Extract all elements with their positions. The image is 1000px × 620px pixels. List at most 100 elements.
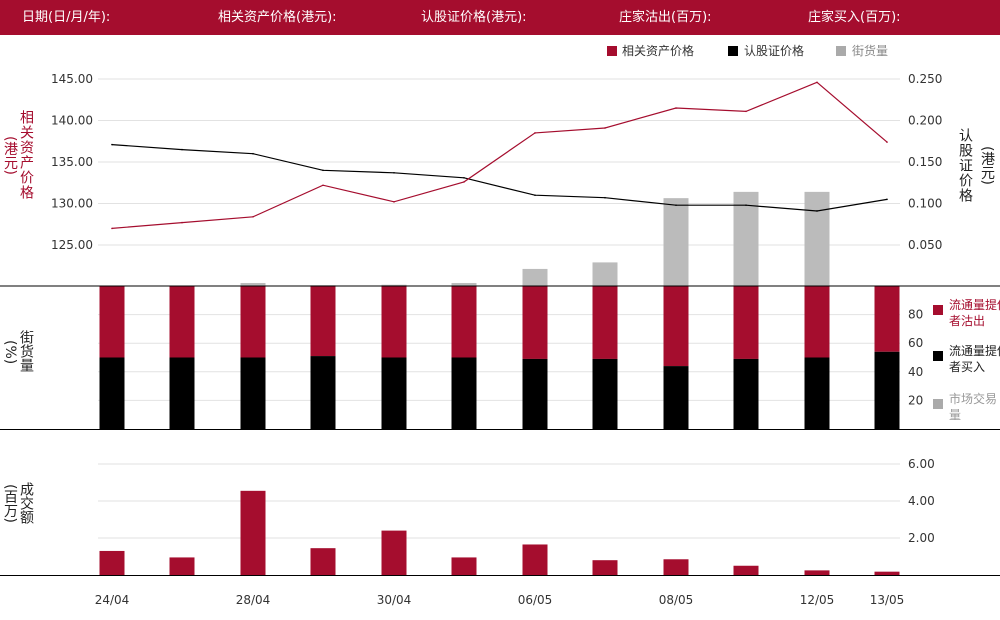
mm-out-bar xyxy=(592,286,618,359)
mm-in-bar xyxy=(663,366,689,429)
x-tick-label: 13/05 xyxy=(870,593,905,607)
mm-out-bar xyxy=(169,286,195,358)
turnover-bar xyxy=(804,570,830,575)
turnover-bar xyxy=(733,565,759,575)
turnover-bar xyxy=(99,550,125,575)
warrant-price-point xyxy=(252,152,254,155)
bottom-tick-label: 4.00 xyxy=(908,494,935,508)
turnover-bar xyxy=(592,560,618,575)
panel-separators xyxy=(0,285,1000,576)
underlying-price-point xyxy=(463,181,465,183)
bottom-tick-label: 6.00 xyxy=(908,457,935,471)
underlying-price-point xyxy=(322,184,324,187)
turnover-bar xyxy=(451,557,477,575)
mid-axis-title-text: 街货量 xyxy=(18,330,34,372)
mm-in-bar xyxy=(522,358,548,429)
outstanding-bar xyxy=(663,198,689,286)
mm-in-bar xyxy=(451,357,477,429)
legend-underlying-swatch xyxy=(607,46,617,56)
warrant-price-point xyxy=(393,171,395,174)
warrant-price-point xyxy=(745,204,747,206)
mid-tick-label: 80 xyxy=(908,308,923,322)
mid-tick-label: 40 xyxy=(908,365,923,379)
x-tick-label: 28/04 xyxy=(236,593,271,607)
right-axis-unit: (港元) xyxy=(977,146,995,185)
warrant-price-point xyxy=(816,210,818,212)
left-tick-label: 135.00 xyxy=(51,155,93,169)
mid-tick-label: 20 xyxy=(908,393,923,407)
legend-underlying-label: 相关资产价格 xyxy=(622,43,694,58)
bottom-axis-title-text: 成交额 xyxy=(18,482,34,524)
mm-in-bar xyxy=(381,357,407,429)
turnover-bar xyxy=(169,557,195,575)
x-tick-label: 08/05 xyxy=(659,593,694,607)
legend-market-label: 市场交易量 xyxy=(949,392,998,422)
left-axis-unit-text: (港元) xyxy=(2,136,18,175)
underlying-price-point xyxy=(886,141,888,143)
turnover-bar xyxy=(522,544,548,575)
mm-in-bar xyxy=(169,357,195,429)
bottom-axis-title: 成交额 xyxy=(16,482,36,524)
turnover-bar xyxy=(240,490,266,575)
mm-out-bar xyxy=(874,286,900,352)
legend-mm-in-swatch xyxy=(933,351,943,361)
legend-warrant-label: 认股证价格 xyxy=(744,43,804,58)
left-tick-label: 140.00 xyxy=(51,114,93,128)
header-mm-out-label: 庄家沽出(百万): xyxy=(619,10,712,25)
mid-axis-unit-text: (%) xyxy=(2,340,18,365)
underlying-price-line xyxy=(111,81,888,229)
mm-in-bar xyxy=(874,351,900,429)
warrant-price-point xyxy=(463,176,465,179)
underlying-price-point xyxy=(816,81,818,84)
left-tick-label: 125.00 xyxy=(51,238,93,252)
mm-in-bar xyxy=(804,357,830,429)
top-legend: 相关资产价格 认股证价格 街货量 xyxy=(607,43,888,58)
outstanding-bar xyxy=(451,282,477,286)
underlying-price-point xyxy=(111,227,113,230)
warrant-price-point xyxy=(886,198,888,201)
legend-outstanding-swatch xyxy=(836,46,846,56)
underlying-price-point xyxy=(745,110,747,113)
mm-out-bar xyxy=(663,286,689,367)
right-tick-label: 0.150 xyxy=(908,155,942,169)
outstanding-bar xyxy=(240,282,266,286)
legend-market-swatch xyxy=(933,399,943,409)
mm-out-bar xyxy=(381,286,407,358)
warrant-price-point xyxy=(675,204,677,206)
header-bar: 日期(日/月/年): 相关资产价格(港元): 认股证价格(港元): 庄家沽出(百… xyxy=(0,0,1000,35)
mm-out-bar xyxy=(240,286,266,358)
warrant-price-point xyxy=(111,143,113,146)
x-tick-label: 12/05 xyxy=(800,593,835,607)
mm-in-bar xyxy=(240,357,266,429)
warrant-price-line xyxy=(111,144,888,212)
mm-out-bar xyxy=(99,286,125,358)
grid-lines xyxy=(98,78,900,539)
underlying-price-point xyxy=(252,215,254,218)
header-warrant-label: 认股证价格(港元): xyxy=(421,10,527,25)
left-axis-unit: (港元) xyxy=(0,136,18,175)
legend-warrant-swatch xyxy=(728,46,738,56)
outstanding-bar xyxy=(733,191,759,286)
mm-out-bar xyxy=(310,286,336,357)
underlying-price-point xyxy=(534,132,536,134)
x-tick-label: 24/04 xyxy=(95,593,130,607)
right-tick-label: 0.100 xyxy=(908,197,942,211)
right-axis-unit-text: (港元) xyxy=(979,146,995,185)
warrant-price-point xyxy=(604,196,606,199)
underlying-price-point xyxy=(604,127,606,129)
underlying-price-point xyxy=(675,107,677,109)
header-date-label: 日期(日/月/年): xyxy=(22,10,111,25)
outstanding-bar xyxy=(592,262,618,286)
underlying-price-point xyxy=(393,201,395,203)
mm-out-bar xyxy=(733,286,759,359)
warrant-price-point xyxy=(534,194,536,196)
tick-labels: 125.00 130.00 135.00 140.00 145.00 0.050 0.100… xyxy=(51,72,942,607)
mid-tick-label: 60 xyxy=(908,336,923,350)
bottom-tick-label: 2.00 xyxy=(908,531,935,545)
turnover-bar xyxy=(310,548,336,575)
left-axis-title-text: 相关资产价格 xyxy=(18,110,34,200)
warrant-price-point xyxy=(322,169,324,172)
bottom-axis-unit: (百万) xyxy=(0,484,18,523)
mm-in-bar xyxy=(733,358,759,429)
